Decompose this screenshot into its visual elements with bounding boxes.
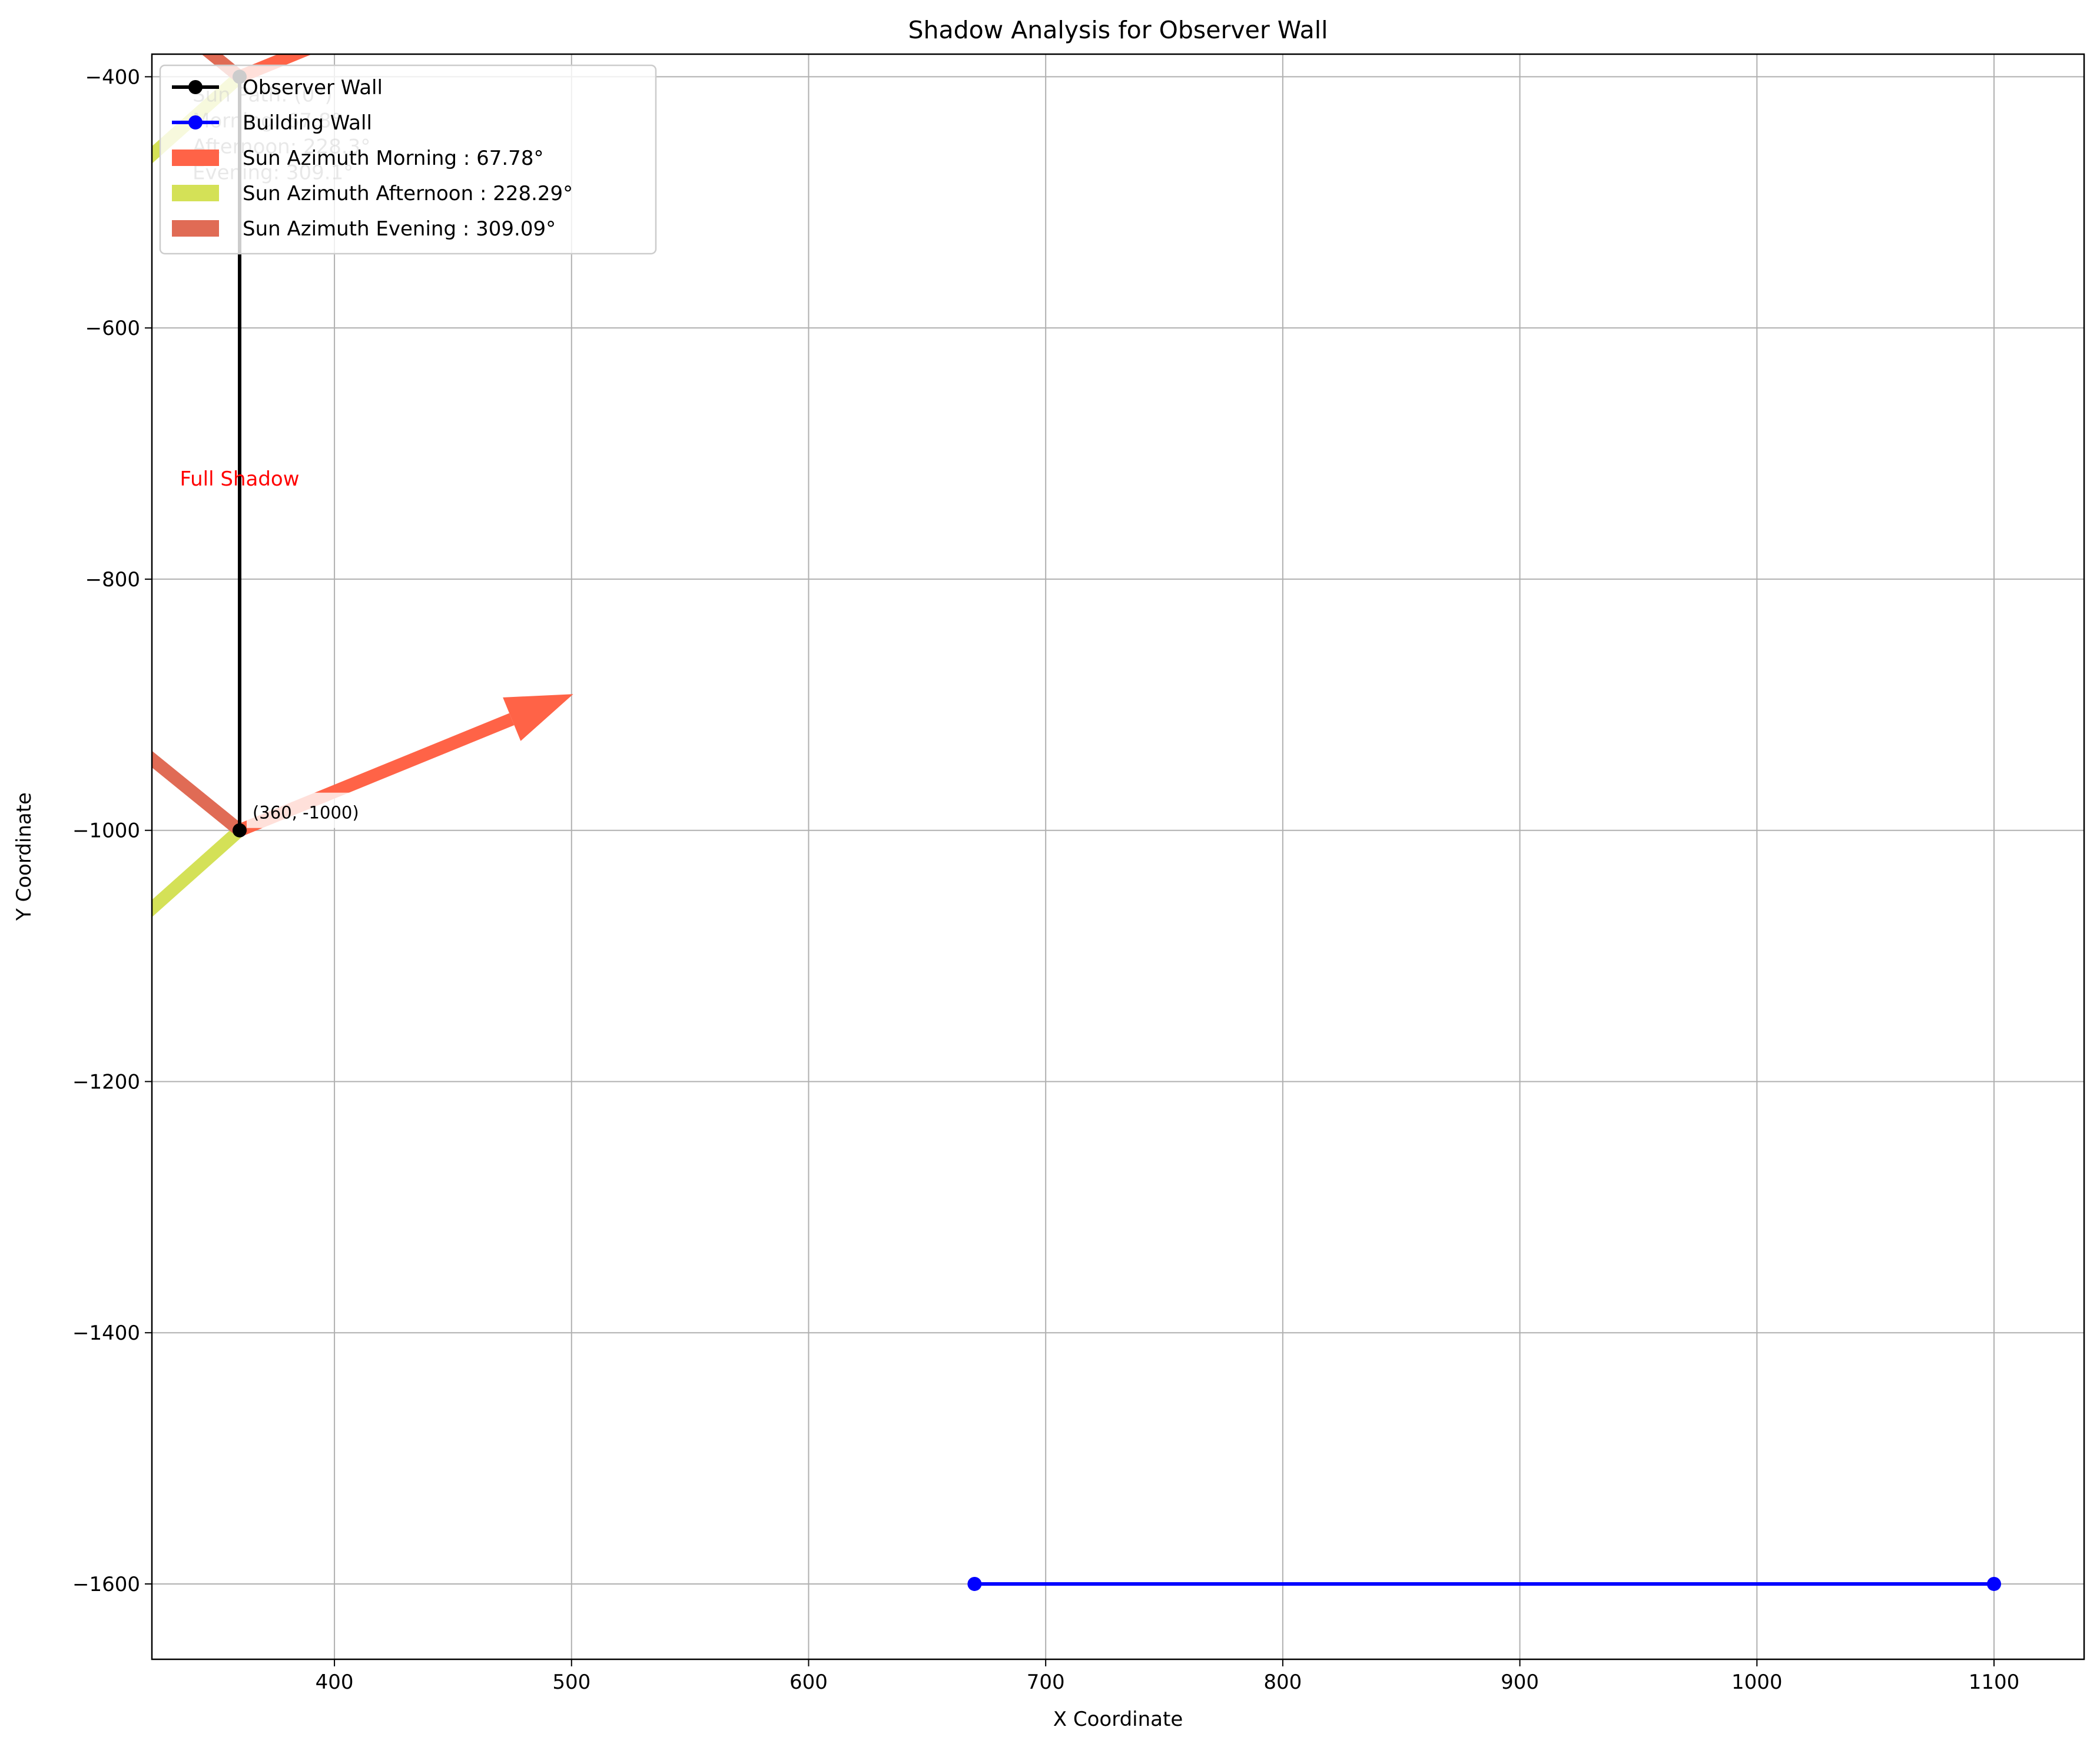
sun-arrow-shaft (152, 825, 244, 918)
y-tick-label: −1400 (72, 1321, 140, 1345)
grid-lines (152, 54, 2084, 1659)
plot-frame (151, 53, 2085, 1660)
y-tick-label: −1200 (72, 1070, 140, 1094)
y-tick-label: −800 (85, 568, 140, 592)
legend-patch-swatch (172, 220, 219, 237)
sun-arrow-head (503, 694, 573, 741)
y-axis-ticks: −400 −600 −800 −1000 −1200 −1400 −1600 (72, 65, 152, 1596)
point-label-background (246, 792, 386, 828)
x-tick-label: 400 (316, 1670, 354, 1694)
x-axis-label: X Coordinate (1053, 1708, 1183, 1731)
sun-arrow-shaft (152, 750, 244, 836)
legend-label: Observer Wall (243, 76, 383, 99)
legend-patch-swatch (172, 185, 219, 201)
legend-marker (188, 80, 203, 94)
y-tick-label: −600 (85, 317, 140, 340)
x-tick-label: 1000 (1731, 1670, 1783, 1694)
legend-marker (188, 115, 203, 129)
series-point (232, 823, 247, 838)
x-tick-label: 500 (552, 1670, 590, 1694)
point-label: (360, -1000) (253, 803, 359, 823)
x-tick-label: 800 (1263, 1670, 1302, 1694)
legend-label: Building Wall (243, 111, 372, 135)
series-point (1986, 1576, 2001, 1591)
series-point (967, 1576, 982, 1591)
x-tick-label: 700 (1027, 1670, 1065, 1694)
legend-frame (159, 64, 657, 255)
x-tick-label: 600 (789, 1670, 828, 1694)
x-tick-label: 1100 (1969, 1670, 2020, 1694)
y-tick-label: −400 (85, 65, 140, 89)
x-tick-label: 900 (1501, 1670, 1539, 1694)
legend-label: Sun Azimuth Afternoon : 228.29° (243, 182, 573, 205)
sun-arrow-shaft (237, 54, 313, 83)
x-axis-ticks: 400 500 600 700 800 900 1000 1100 (316, 1659, 2020, 1694)
legend-label: Sun Azimuth Morning : 67.78° (243, 147, 543, 170)
legend-patch-swatch (172, 150, 219, 166)
legend: Observer Wall Building Wall Sun Azimuth Mo… (159, 64, 657, 255)
y-tick-label: −1000 (72, 819, 140, 843)
full-shadow-label: Full Shadow (180, 467, 299, 491)
chart-title: Shadow Analysis for Observer Wall (908, 16, 1328, 44)
y-axis-label: Y Coordinate (12, 792, 36, 921)
legend-label: Sun Azimuth Evening : 309.09° (243, 217, 556, 241)
y-tick-label: −1600 (72, 1573, 140, 1596)
